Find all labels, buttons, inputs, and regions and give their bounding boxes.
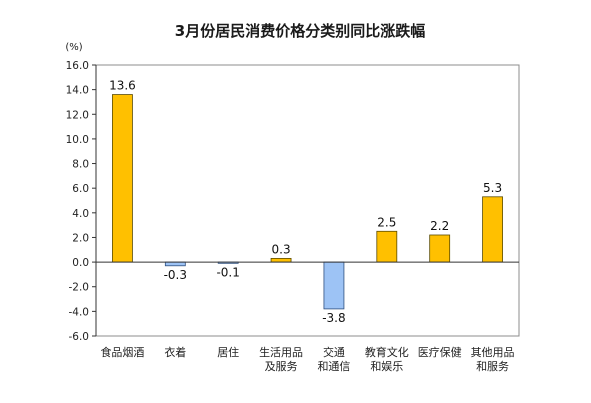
x-category-label: 衣着 [164,345,186,359]
x-category-label: 及服务 [265,360,298,373]
y-tick-label: -2.0 [69,282,90,294]
value-labels: 13.6 -0.3 -0.1 0.3 -3.8 2.5 2.2 5.3 [109,79,502,325]
x-category-label: 食品烟酒 [100,345,144,359]
bar [112,94,133,263]
bar [376,230,398,263]
y-tick-label: 16.0 [66,60,89,72]
data-label: 13.6 [109,79,136,93]
x-category-label: 和服务 [476,360,509,373]
bar [429,234,451,263]
y-tick-label: 10.0 [66,134,89,146]
bar [323,261,345,310]
y-tick-label: 12.0 [66,109,89,121]
y-tick-label: 2.0 [72,232,89,244]
data-label: 2.5 [377,215,396,229]
x-category-label: 和娱乐 [370,359,403,373]
chart-title: 3月份居民消费价格分类别同比涨跌幅 [175,22,425,40]
x-category-label: 其他用品 [471,346,515,359]
x-category-label: 居住 [217,345,239,359]
bar [270,257,292,263]
data-label: 0.3 [272,242,291,256]
y-tick-label: 6.0 [72,183,89,195]
y-axis: 16.0 14.0 12.0 10.0 8.0 6.0 4.0 2.0 0.0 -2.0 -4.0 -… [66,60,97,343]
data-label: 2.2 [430,219,449,233]
plot-frame [95,64,520,337]
y-tick-label: -4.0 [69,306,90,318]
y-tick-label: 8.0 [72,159,89,171]
x-category-label: 交通 [323,345,345,359]
y-tick-label: -6.0 [69,331,90,343]
y-tick-label: 4.0 [72,208,89,220]
y-tick-label: 0.0 [72,257,89,269]
data-label: 5.3 [483,181,502,195]
bar [482,196,503,263]
bar [164,261,186,267]
x-category-label: 和通信 [317,360,350,373]
x-category-label: 医疗保健 [418,345,462,359]
data-label: -0.1 [216,265,239,279]
data-label: -3.8 [322,311,345,325]
x-category-label: 生活用品 [259,345,303,359]
y-axis-unit: (%) [65,42,82,53]
y-tick-label: 14.0 [66,85,89,97]
x-category-label: 教育文化 [365,345,409,359]
bars [96,94,519,310]
data-label: -0.3 [164,268,187,282]
